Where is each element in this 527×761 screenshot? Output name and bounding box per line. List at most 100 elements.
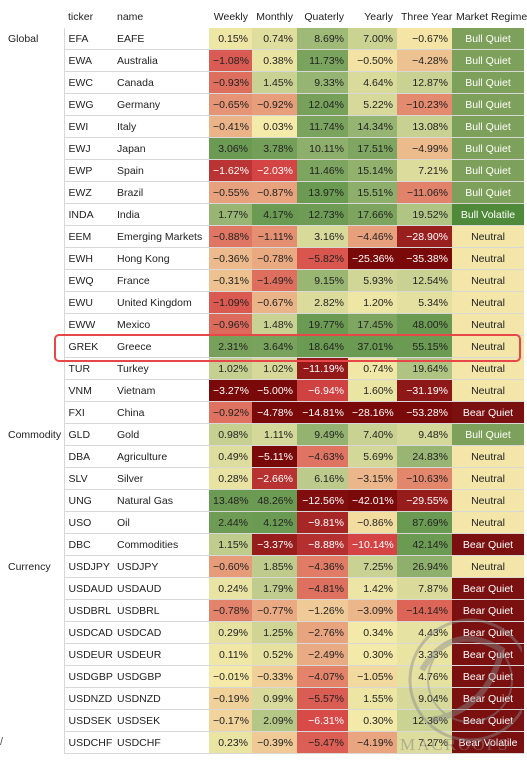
weekly-cell: −0.92% (209, 401, 252, 424)
three-year-cell: 19.52% (397, 203, 452, 226)
ticker-cell: DBC (64, 533, 113, 556)
weekly-cell: −0.01% (209, 665, 252, 688)
quarterly-cell: 11.46% (297, 159, 348, 182)
three-year-cell: 26.94% (397, 555, 452, 578)
monthly-cell: −0.77% (252, 599, 297, 622)
table-row[interactable]: GREK Greece 2.31% 3.64% 18.64% 37.01% 55.15% Ne… (4, 335, 524, 358)
table-row[interactable]: USDEUR USDEUR 0.11% 0.52% −2.49% 0.30% 3.33% Be… (4, 643, 524, 666)
name-cell: USDCHF (113, 731, 209, 754)
monthly-cell: 0.74% (252, 28, 297, 50)
header-name[interactable]: name (117, 11, 144, 23)
table-row[interactable]: VNM Vietnam −3.27% −5.00% −6.94% 1.60% −31.19%… (4, 379, 524, 402)
name-cell: Turkey (113, 357, 209, 380)
header-row: ticker name Weekly Monthly Quaterly Year… (4, 6, 527, 28)
table-row[interactable]: USDNZD USDNZD −0.19% 0.99% −5.57% 1.55% 9.04% B… (4, 687, 524, 710)
ticker-cell: EEM (64, 225, 113, 248)
weekly-cell: 0.24% (209, 577, 252, 600)
name-cell: USDSEK (113, 709, 209, 732)
ticker-cell: EWC (64, 71, 113, 94)
table-row[interactable]: FXI China −0.92% −4.78% −14.81% −28.16% −53.28… (4, 401, 524, 424)
weekly-cell: 0.98% (209, 423, 252, 446)
table-row[interactable]: Currency USDJPY USDJPY −0.60% 1.85% −4.36% 7.2… (4, 555, 524, 754)
table-row[interactable]: SLV Silver 0.28% −2.66% 6.16% −3.15% −10.63% Ne… (4, 467, 524, 490)
quarterly-cell: −1.26% (297, 599, 348, 622)
quarterly-cell: 2.82% (297, 291, 348, 314)
table-row[interactable]: USDSEK USDSEK −0.17% 2.09% −6.31% 0.30% 12.36%… (4, 709, 524, 732)
header-market-regime[interactable]: Market Regime (456, 11, 527, 23)
three-year-cell: 3.33% (397, 643, 452, 666)
yearly-cell: −10.14% (348, 533, 397, 556)
table-row[interactable]: USDGBP USDGBP −0.01% −0.33% −4.07% −1.05% 4.76… (4, 665, 524, 688)
name-cell: Greece (113, 335, 209, 358)
table-row[interactable]: Global EFA EAFE 0.15% 0.74% 8.69% 7.00% −0.67% B… (4, 28, 524, 424)
header-monthly[interactable]: Monthly (256, 11, 293, 23)
monthly-cell: −5.11% (252, 445, 297, 468)
header-ticker[interactable]: ticker (68, 11, 94, 23)
quarterly-cell: −4.07% (297, 665, 348, 688)
header-quarterly[interactable]: Quaterly (304, 11, 344, 23)
table-row[interactable]: EWA Australia −1.08% 0.38% 11.73% −0.50% −4.28… (4, 49, 524, 72)
weekly-cell: −0.17% (209, 709, 252, 732)
three-year-cell: 55.15% (397, 335, 452, 358)
quarterly-cell: 13.97% (297, 181, 348, 204)
weekly-cell: 3.06% (209, 137, 252, 160)
name-cell: India (113, 203, 209, 226)
table-row[interactable]: DBA Agriculture 0.49% −5.11% −4.63% 5.69% 24.8… (4, 445, 524, 468)
name-cell: France (113, 269, 209, 292)
table-row[interactable]: EWI Italy −0.41% 0.03% 11.74% 14.34% 13.08% Bul… (4, 115, 524, 138)
ticker-cell: USDEUR (64, 643, 113, 666)
yearly-cell: 17.45% (348, 313, 397, 336)
table-row[interactable]: EWG Germany −0.65% −0.92% 12.04% 5.22% −10.23%… (4, 93, 524, 116)
yearly-cell: −1.05% (348, 665, 397, 688)
ticker-cell: EWA (64, 49, 113, 72)
header-three-year[interactable]: Three Year (401, 11, 453, 23)
table-row[interactable]: USDBRL USDBRL −0.78% −0.77% −1.26% −3.09% −14.… (4, 599, 524, 622)
table-row[interactable]: UNG Natural Gas 13.48% 48.26% −12.56% −42.01%… (4, 489, 524, 512)
table-row[interactable]: EWJ Japan 3.06% 3.78% 10.11% 17.51% −4.99% Bull… (4, 137, 524, 160)
table-row[interactable]: USDCAD USDCAD 0.29% 1.25% −2.76% 0.34% 4.43% Be… (4, 621, 524, 644)
market-regime-cell: Bear Quiet (452, 599, 524, 622)
name-cell: Japan (113, 137, 209, 160)
monthly-cell: 1.11% (252, 423, 297, 446)
table-row[interactable]: TUR Turkey 1.02% 1.02% −11.19% 0.74% 19.64% Neu… (4, 357, 524, 380)
yearly-cell: 37.01% (348, 335, 397, 358)
header-weekly[interactable]: Weekly (213, 11, 248, 23)
market-regime-cell: Neutral (452, 489, 524, 512)
weekly-cell: 0.28% (209, 467, 252, 490)
table-row[interactable]: EWU United Kingdom −1.09% −0.67% 2.82% 1.20% 5… (4, 291, 524, 314)
table-row[interactable]: INDA India 1.77% 4.17% 12.73% 17.66% 19.52% Bul… (4, 203, 524, 226)
table-row[interactable]: USO Oil 2.44% 4.12% −9.81% −0.86% 87.69% Neutra… (4, 511, 524, 534)
market-regime-table: ticker name Weekly Monthly Quaterly Year… (4, 6, 527, 754)
monthly-cell: −0.92% (252, 93, 297, 116)
three-year-cell: 7.27% (397, 731, 452, 754)
weekly-cell: −0.78% (209, 599, 252, 622)
table-row[interactable]: EWW Mexico −0.96% 1.48% 19.77% 17.45% 48.00% Ne… (4, 313, 524, 336)
monthly-cell: −2.66% (252, 467, 297, 490)
yearly-cell: 4.64% (348, 71, 397, 94)
monthly-cell: 3.78% (252, 137, 297, 160)
name-cell: United Kingdom (113, 291, 209, 314)
table-row[interactable]: EWH Hong Kong −0.36% −0.78% −5.82% −25.36% −35… (4, 247, 524, 270)
three-year-cell: 19.64% (397, 357, 452, 380)
name-cell: Hong Kong (113, 247, 209, 270)
table-row[interactable]: USDAUD USDAUD 0.24% 1.79% −4.81% 1.42% 7.87% Be… (4, 577, 524, 600)
name-cell: Gold (113, 423, 209, 446)
table-row[interactable]: EWC Canada −0.93% 1.45% 9.33% 4.64% 12.87% Bull… (4, 71, 524, 94)
table-row[interactable]: USDCHF USDCHF 0.23% −0.39% −5.47% −4.19% 7.27%… (4, 731, 524, 754)
yearly-cell: 17.51% (348, 137, 397, 160)
table-row[interactable]: EEM Emerging Markets −0.88% −1.11% 3.16% −4.4… (4, 225, 524, 248)
quarterly-cell: −4.81% (297, 577, 348, 600)
yearly-cell: 17.66% (348, 203, 397, 226)
table-row[interactable]: EWZ Brazil −0.55% −0.87% 13.97% 15.51% −11.06%… (4, 181, 524, 204)
quarterly-cell: −9.81% (297, 511, 348, 534)
market-regime-cell: Bull Quiet (452, 137, 524, 160)
weekly-cell: 0.11% (209, 643, 252, 666)
header-yearly[interactable]: Yearly (364, 11, 393, 23)
edge-mark: / (0, 736, 4, 748)
ticker-cell: EWG (64, 93, 113, 116)
quarterly-cell: −6.94% (297, 379, 348, 402)
table-row[interactable]: Commodity GLD Gold 0.98% 1.11% 9.49% 7.40% 9.48… (4, 423, 524, 556)
table-row[interactable]: DBC Commodities 1.15% −3.37% −8.88% −10.14% 42… (4, 533, 524, 556)
table-row[interactable]: EWQ France −0.31% −1.49% 9.15% 5.93% 12.54% Neu… (4, 269, 524, 292)
table-row[interactable]: EWP Spain −1.62% −2.03% 11.46% 15.14% 7.21% Bul… (4, 159, 524, 182)
